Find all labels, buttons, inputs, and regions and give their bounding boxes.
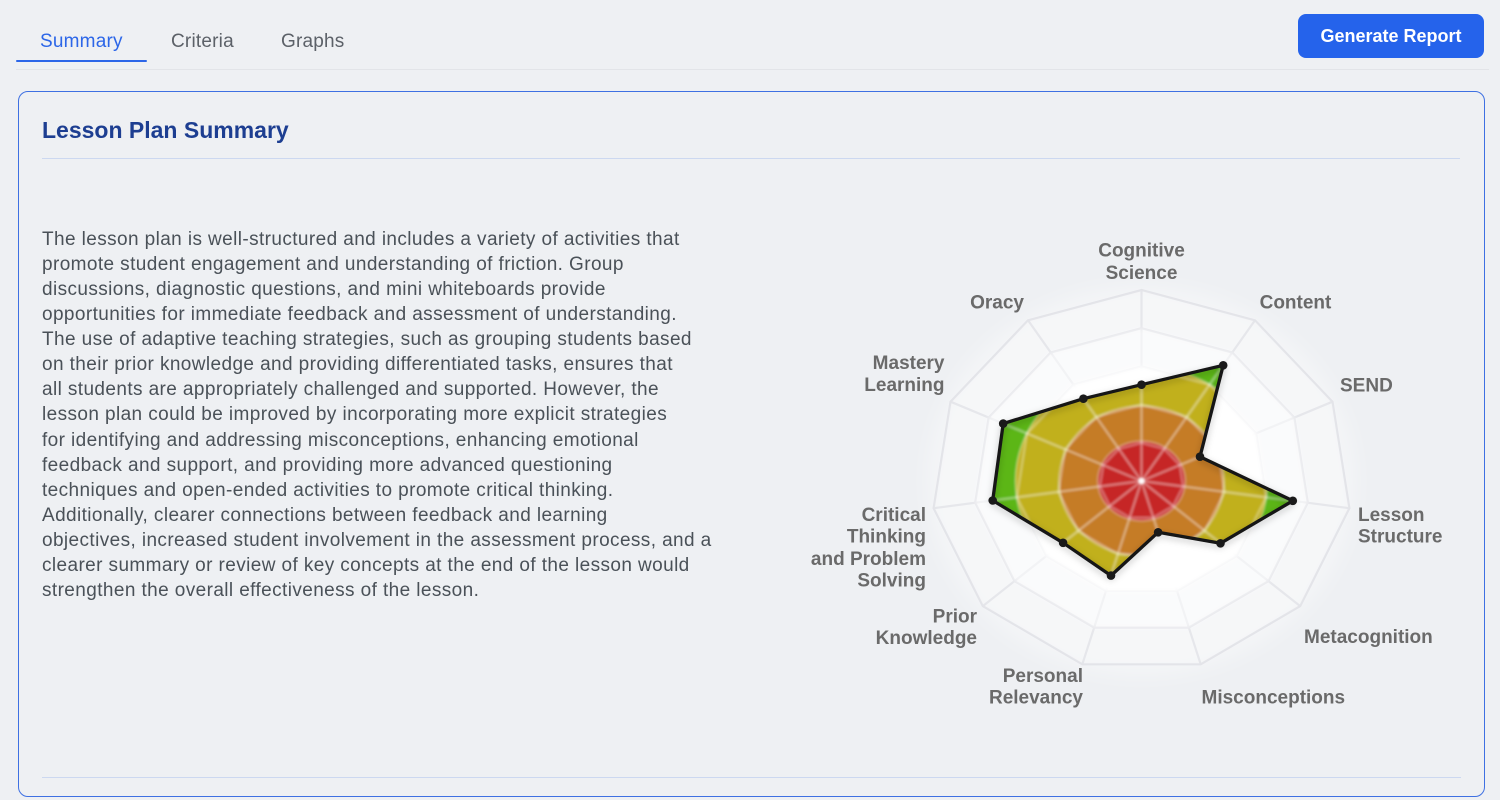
svg-text:SEND: SEND — [1340, 376, 1393, 397]
svg-text:Personal: Personal — [1003, 666, 1083, 687]
svg-text:Structure: Structure — [1358, 527, 1442, 548]
svg-text:Relevancy: Relevancy — [989, 688, 1083, 709]
svg-text:Lesson: Lesson — [1358, 505, 1425, 526]
svg-text:Content: Content — [1260, 293, 1332, 314]
svg-text:Solving: Solving — [857, 571, 926, 592]
svg-text:Thinking: Thinking — [847, 527, 926, 548]
svg-text:Science: Science — [1106, 263, 1178, 284]
svg-text:Oracy: Oracy — [970, 293, 1024, 314]
svg-text:Learning: Learning — [864, 375, 944, 396]
svg-text:Prior: Prior — [933, 607, 978, 628]
svg-text:Metacognition: Metacognition — [1304, 627, 1433, 648]
svg-text:Mastery: Mastery — [873, 353, 945, 374]
svg-text:Cognitive: Cognitive — [1098, 241, 1185, 262]
svg-text:Misconceptions: Misconceptions — [1202, 688, 1346, 709]
svg-text:Critical: Critical — [862, 505, 926, 526]
svg-text:and Problem: and Problem — [811, 549, 926, 570]
svg-text:Knowledge: Knowledge — [876, 628, 977, 649]
